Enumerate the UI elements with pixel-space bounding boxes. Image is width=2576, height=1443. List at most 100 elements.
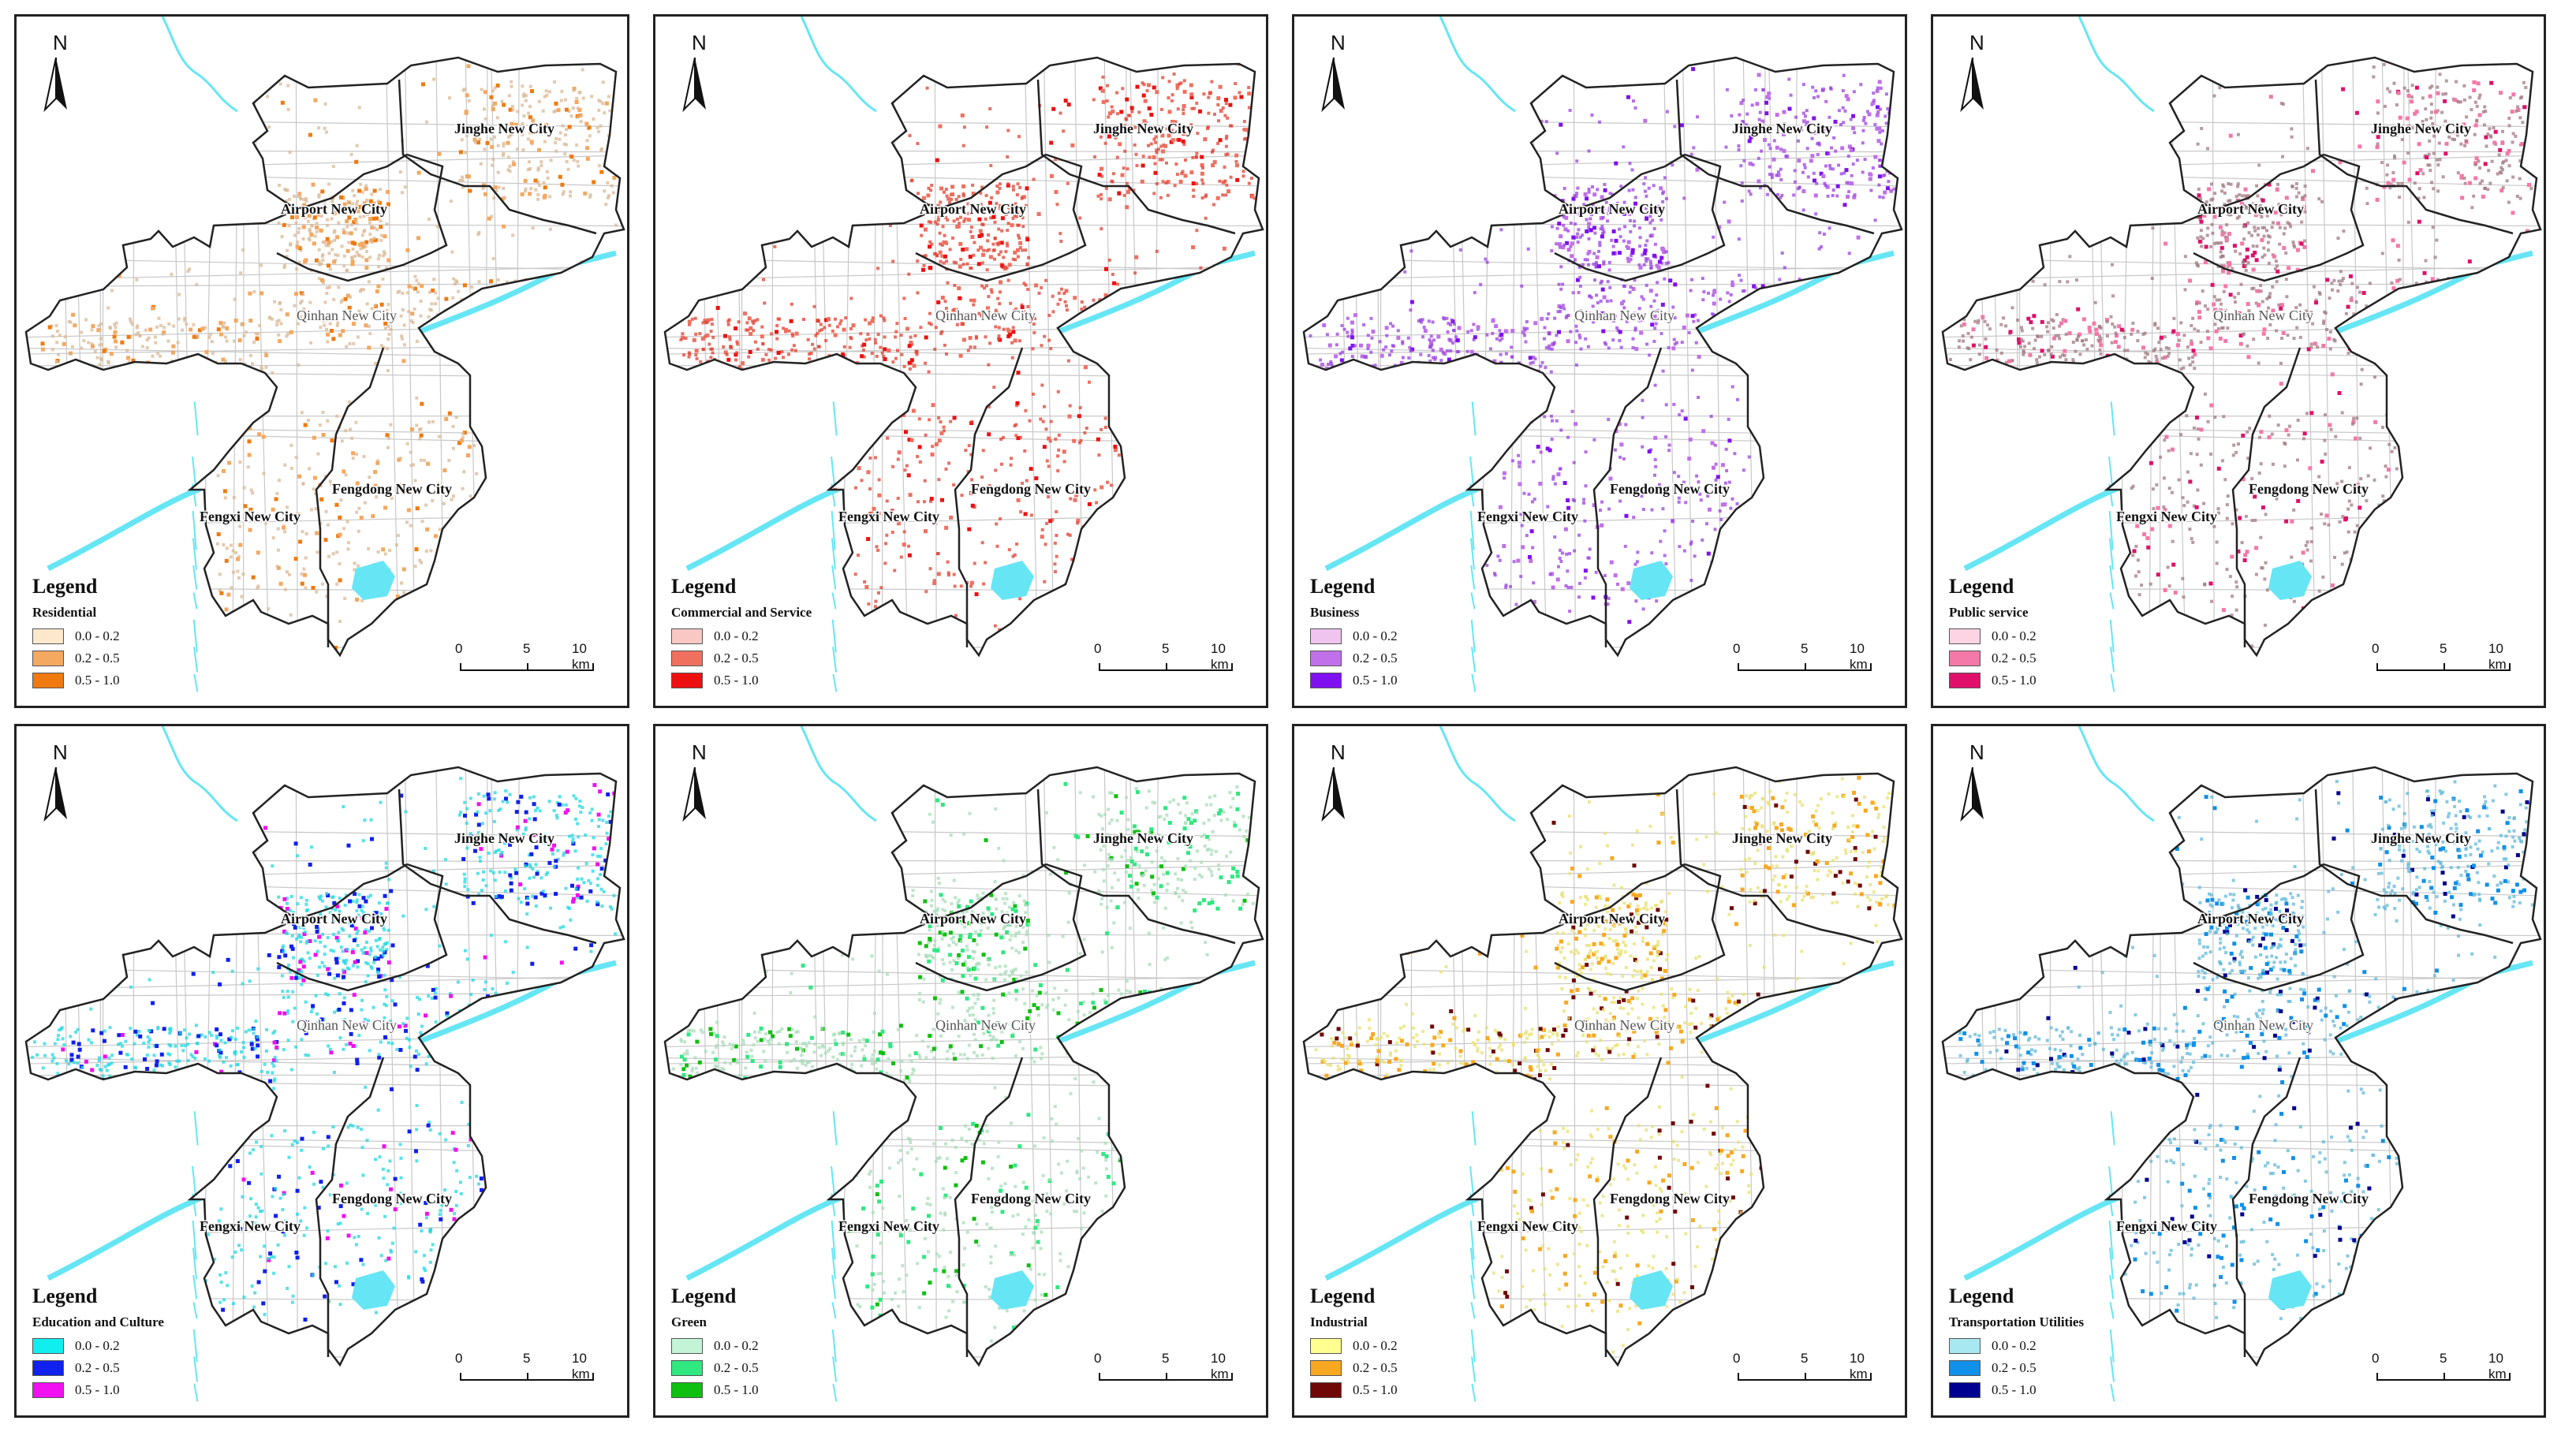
landuse-cell bbox=[1787, 77, 1791, 81]
landuse-cell bbox=[1596, 301, 1600, 304]
landuse-cell bbox=[2485, 431, 2488, 434]
landuse-cell bbox=[1152, 318, 1155, 322]
landuse-cell bbox=[2359, 477, 2363, 481]
landuse-cell bbox=[816, 331, 819, 335]
landuse-cell bbox=[301, 209, 305, 213]
landuse-cell bbox=[1006, 229, 1010, 233]
landuse-cell bbox=[309, 232, 314, 237]
landuse-cell bbox=[987, 405, 991, 408]
landuse-cell bbox=[1011, 185, 1015, 188]
landuse-cell bbox=[1740, 560, 1745, 565]
landuse-cell bbox=[1058, 111, 1062, 115]
landuse-cell bbox=[767, 435, 771, 439]
landuse-cell bbox=[1147, 83, 1151, 88]
landuse-cell bbox=[569, 190, 573, 194]
landuse-cell bbox=[2265, 588, 2269, 592]
landuse-cell bbox=[581, 287, 585, 291]
landuse-cell bbox=[1401, 356, 1405, 360]
landuse-cell bbox=[317, 260, 321, 264]
city-label-fengdong: Fengdong New City bbox=[1610, 481, 1730, 497]
landuse-cell bbox=[1550, 572, 1555, 576]
landuse-cell bbox=[2099, 190, 2104, 195]
landuse-cell bbox=[1006, 328, 1011, 333]
landuse-cell bbox=[1034, 283, 1039, 288]
landuse-cell bbox=[1204, 193, 1208, 197]
landuse-cell bbox=[181, 577, 185, 581]
landuse-cell bbox=[525, 94, 528, 98]
landuse-cell bbox=[262, 472, 266, 475]
landuse-cell bbox=[527, 111, 530, 115]
landuse-cell bbox=[737, 240, 741, 244]
landuse-cell bbox=[221, 325, 225, 329]
landuse-cell bbox=[1132, 289, 1137, 293]
landuse-cell bbox=[1189, 92, 1194, 97]
landuse-cell bbox=[566, 289, 569, 292]
landuse-cell bbox=[385, 347, 389, 351]
landuse-cell bbox=[1350, 333, 1354, 337]
landuse-cell bbox=[363, 229, 367, 233]
landuse-cell bbox=[315, 550, 319, 554]
landuse-cell bbox=[592, 497, 595, 500]
landuse-cell bbox=[69, 320, 73, 324]
landuse-cell bbox=[43, 219, 47, 223]
landuse-cell bbox=[1839, 123, 1842, 126]
landuse-cell bbox=[515, 540, 519, 544]
landuse-cell bbox=[1118, 575, 1122, 579]
stream bbox=[1471, 401, 1477, 436]
landuse-cell bbox=[1103, 344, 1106, 348]
landuse-cell bbox=[1189, 170, 1194, 175]
landuse-cell bbox=[1040, 528, 1044, 531]
landuse-cell bbox=[491, 89, 495, 93]
landuse-cell bbox=[907, 196, 911, 200]
landuse-cell bbox=[1645, 239, 1649, 243]
landuse-cell bbox=[1585, 311, 1590, 316]
landuse-cell bbox=[679, 337, 683, 341]
landuse-cell bbox=[369, 238, 374, 243]
district-boundary bbox=[1036, 79, 1236, 235]
landuse-cell bbox=[1600, 234, 1604, 239]
landuse-cell bbox=[995, 190, 1000, 195]
landuse-cell bbox=[1085, 673, 1088, 677]
landuse-cell bbox=[685, 249, 689, 253]
landuse-cell bbox=[916, 291, 920, 295]
landuse-cell bbox=[529, 187, 533, 191]
landuse-cell bbox=[491, 103, 495, 106]
landuse-cell bbox=[752, 329, 756, 333]
landuse-cell bbox=[1421, 100, 1424, 104]
legend-swatch bbox=[1310, 651, 1342, 666]
landuse-cell bbox=[1201, 181, 1205, 185]
landuse-cell bbox=[1435, 477, 1438, 481]
landuse-cell bbox=[550, 314, 554, 318]
landuse-cell bbox=[2410, 95, 2414, 99]
landuse-cell bbox=[456, 592, 461, 597]
landuse-cell bbox=[99, 356, 103, 360]
landuse-cell bbox=[961, 192, 965, 196]
landuse-cell bbox=[2045, 325, 2049, 329]
landuse-cell bbox=[1099, 135, 1103, 139]
landuse-cell bbox=[1462, 416, 1466, 420]
landuse-cell bbox=[2213, 308, 2218, 312]
landuse-cell bbox=[1890, 119, 1893, 123]
landuse-cell bbox=[452, 623, 456, 627]
landuse-cell bbox=[1197, 284, 1202, 289]
landuse-cell bbox=[1697, 355, 1701, 359]
landuse-cell bbox=[1499, 352, 1503, 356]
landuse-cell bbox=[976, 248, 980, 252]
landuse-cell bbox=[1402, 651, 1406, 654]
landuse-cell bbox=[1831, 542, 1835, 545]
landuse-cell bbox=[521, 103, 525, 107]
landuse-cell bbox=[597, 108, 601, 112]
landuse-cell bbox=[1671, 346, 1676, 351]
landuse-cell bbox=[106, 361, 110, 365]
landuse-cell bbox=[296, 513, 301, 517]
landuse-cell bbox=[2262, 246, 2266, 250]
landuse-cell bbox=[690, 130, 694, 134]
landuse-cell bbox=[1652, 227, 1656, 230]
landuse-cell bbox=[734, 326, 738, 330]
landuse-cell bbox=[1627, 188, 1631, 192]
landuse-cell bbox=[972, 298, 976, 303]
landuse-cell bbox=[1806, 175, 1810, 179]
landuse-cell bbox=[728, 335, 731, 339]
landuse-cell bbox=[1638, 244, 1642, 248]
landuse-cell bbox=[1518, 482, 1522, 487]
